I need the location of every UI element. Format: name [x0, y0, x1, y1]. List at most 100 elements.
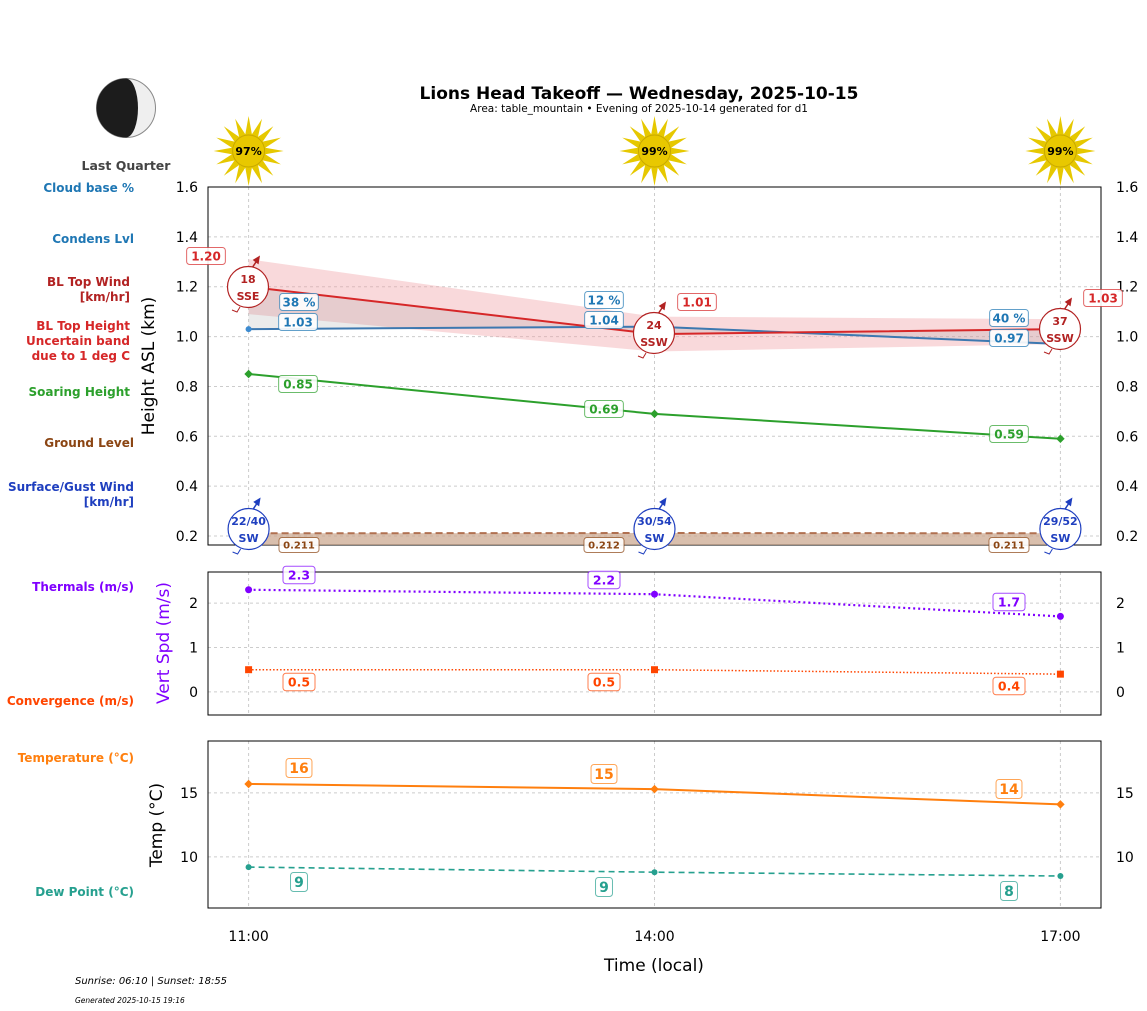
label-surface-wind: Surface/Gust Wind [km/hr] [8, 480, 134, 509]
condens-value-label-text: 1.03 [283, 315, 313, 329]
chart-title: Lions Head Takeoff — Wednesday, 2025-10-… [420, 84, 859, 104]
y-tick-label-right: 15 [1116, 786, 1134, 802]
temperature-point [1056, 800, 1065, 809]
temperature-value-label-text: 14 [999, 782, 1019, 798]
wind-arrow-icon [1063, 297, 1073, 311]
generated-time: Generated 2025-10-15 19:16 [75, 996, 185, 1005]
convergence-point [245, 666, 253, 674]
y-tick-label-left: 1.4 [176, 230, 198, 246]
y-tick-label-left: 0.6 [176, 429, 198, 445]
panel-frame [207, 740, 1102, 909]
wind-circle [1038, 307, 1082, 351]
sun-icon: 99% [619, 116, 690, 186]
wind-arrow-icon [251, 255, 261, 269]
thermals-point [651, 590, 658, 598]
wind-arrow-icon [1063, 497, 1073, 511]
cloud-base-pct-label-text: 40 % [993, 311, 1026, 325]
chart-subtitle: Area: table_mountain • Evening of 2025-1… [470, 103, 808, 115]
cloud-base-pct-label-box [989, 309, 1029, 327]
moon-icon [96, 78, 156, 138]
wind-circle [633, 507, 676, 551]
soaring-value-label-text: 0.69 [589, 402, 619, 416]
panel-frame [207, 571, 1102, 716]
x-axis-label: Time (local) [603, 956, 704, 976]
convergence-value-label: 0.4 [992, 676, 1026, 696]
dew-point-value-label-box [1000, 881, 1018, 901]
sun-times: Sunrise: 06:10 | Sunset: 18:55 [75, 976, 227, 987]
label-thermals: Thermals (m/s) [32, 580, 134, 594]
bl-wind-marker: 18 SSE [226, 255, 270, 313]
cloud-base-pct-label: 40 % [989, 309, 1029, 327]
y-tick-label-left: 1 [189, 640, 198, 656]
y-tick-label-left: 10 [180, 850, 198, 866]
bl-top-value-label-box [1083, 289, 1123, 307]
x-tick-label: 14:00 [634, 929, 674, 945]
y-tick-label-right: 0 [1116, 685, 1125, 701]
y-tick-label-left: 2 [189, 596, 198, 612]
y-tick-label-right: 1.0 [1116, 330, 1138, 346]
bl-wind-marker: 37 SSW [1038, 297, 1082, 355]
bl-top-value-label: 1.20 [186, 247, 226, 265]
thermals-value-label: 2.2 [587, 570, 621, 590]
sun-disc [232, 134, 266, 168]
dew-point-point [651, 869, 658, 876]
thermals-value-label-box [992, 592, 1026, 612]
soaring-value-label: 0.85 [278, 375, 318, 393]
sun-icon: 97% [213, 116, 284, 186]
label-bl-wind: BL Top Wind [km/hr] [47, 275, 130, 304]
wind-speed-text: 18 [240, 273, 255, 286]
thermals-point [245, 586, 253, 594]
y-tick-label-left: 0.2 [176, 529, 198, 545]
bl-top-value-label: 1.01 [677, 293, 717, 311]
bl-top-value-label-text: 1.03 [1088, 291, 1118, 305]
dew-point-value-label: 8 [1000, 881, 1018, 901]
dew-point-point [245, 864, 252, 871]
y-tick-label-right: 1.4 [1116, 230, 1138, 246]
temperature-value-label-text: 15 [594, 767, 613, 783]
cloud-base-pct-label-text: 12 % [588, 293, 621, 307]
sun-percent-text: 97% [235, 145, 261, 158]
y-tick-label-right: 0.4 [1116, 479, 1138, 495]
cloud-base-pct-label-box [279, 293, 319, 311]
y-tick-label-left: 15 [180, 786, 198, 802]
x-tick-label: 17:00 [1040, 929, 1080, 945]
soaring-value-label: 0.69 [584, 400, 624, 418]
wind-arrow-icon [657, 301, 667, 315]
thermals-value-label: 1.7 [992, 592, 1026, 612]
wind-barb-icon [231, 306, 241, 313]
thermals-value-label-text: 2.2 [593, 573, 615, 588]
convergence-value-label: 0.5 [587, 672, 621, 692]
condens-value-label: 1.03 [278, 313, 318, 331]
convergence-value-label-box [282, 672, 316, 692]
sun-disc [1043, 134, 1077, 168]
convergence-value-label-text: 0.5 [593, 675, 615, 690]
wind-speed-text: 37 [1052, 315, 1067, 328]
convergence-value-label: 0.5 [282, 672, 316, 692]
dew-point-value-label: 9 [595, 877, 613, 897]
ground-value-label-text: 0.211 [993, 541, 1025, 552]
ground-value-label-box [583, 537, 625, 553]
condens-point [245, 326, 252, 333]
x-tick-label: 11:00 [228, 929, 268, 945]
condens-value-label-box [584, 311, 624, 329]
thermals-value-label-text: 2.3 [288, 568, 310, 583]
ground-value-label: 0.211 [988, 537, 1030, 553]
thermals-value-label-box [282, 565, 316, 585]
wind-direction-text: SSW [640, 336, 667, 349]
soaring-value-label: 0.59 [989, 425, 1029, 443]
cloud-base-pct-label: 12 % [584, 291, 624, 309]
dew-point-value-label: 9 [290, 872, 308, 892]
bl-top-value-label-box [677, 293, 717, 311]
surface-wind-marker: 30/54 SW [633, 497, 676, 555]
temperature-point [650, 784, 659, 794]
bl-top-value-label: 1.03 [1083, 289, 1123, 307]
y-axis-label-height: Height ASL (km) [139, 297, 159, 436]
temperature-point [244, 779, 253, 789]
convergence-value-label-box [587, 672, 621, 692]
label-cloud-base: Cloud base % [43, 181, 134, 195]
y-tick-label-right: 10 [1116, 850, 1134, 866]
thermals-value-label-box [587, 570, 621, 590]
temperature-value-label-box [590, 764, 618, 784]
label-ground: Ground Level [44, 436, 134, 450]
